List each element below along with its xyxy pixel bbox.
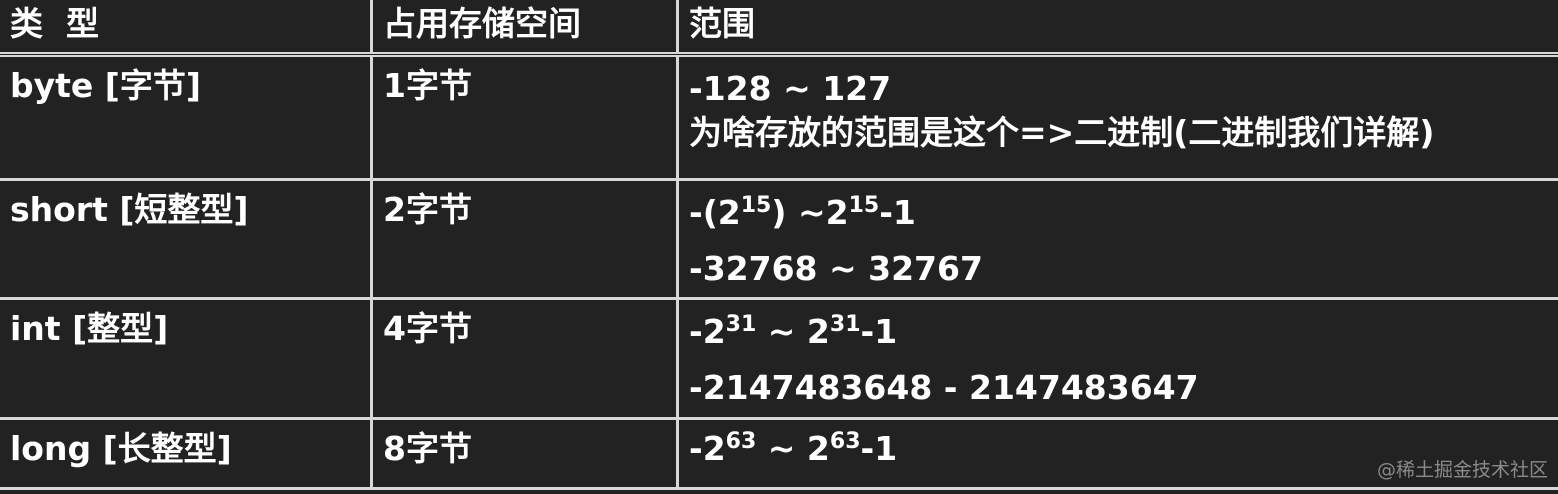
- range-line: -32768 ~ 32767: [689, 249, 983, 288]
- range-power: -231 ~ 231-1: [689, 312, 898, 351]
- header-type: 类 型: [0, 0, 373, 56]
- table-row: byte [字节] 1字节 -128 ~ 127 为啥存放的范围是这个=>二进制(…: [0, 53, 1558, 181]
- cell-range: -128 ~ 127 为啥存放的范围是这个=>二进制(二进制我们详解): [676, 53, 1558, 181]
- table-row: int [整型] 4字节 -231 ~ 231-1 -2147483648 - 2…: [0, 297, 1558, 420]
- range-note: 为啥存放的范围是这个=>二进制(二进制我们详解): [689, 113, 1435, 152]
- range-line: -2147483648 - 2147483647: [689, 368, 1199, 407]
- cell-type: long [长整型]: [0, 417, 373, 490]
- range-line: -128 ~ 127: [689, 69, 892, 108]
- cell-size: 2字节: [370, 178, 679, 300]
- cell-type: byte [字节]: [0, 53, 373, 181]
- table-row: short [短整型] 2字节 -(215) ~215-1 -32768 ~ 32…: [0, 178, 1558, 300]
- cell-size: 4字节: [370, 297, 679, 420]
- cell-range: -231 ~ 231-1 -2147483648 - 2147483647: [676, 297, 1558, 420]
- cell-size: 8字节: [370, 417, 679, 490]
- cell-range: -(215) ~215-1 -32768 ~ 32767: [676, 178, 1558, 300]
- cell-size: 1字节: [370, 53, 679, 181]
- watermark: @稀土掘金技术社区: [1376, 459, 1548, 481]
- cell-range: -263 ~ 263-1: [676, 417, 1558, 490]
- cell-type: int [整型]: [0, 297, 373, 420]
- header-size: 占用存储空间: [370, 0, 679, 56]
- range-power: -(215) ~215-1: [689, 193, 916, 232]
- header-row: 类 型 占用存储空间 范围: [0, 0, 1558, 56]
- range-power: -263 ~ 263-1: [689, 429, 898, 468]
- table-row: long [长整型] 8字节 -263 ~ 263-1: [0, 417, 1558, 490]
- cell-type: short [短整型]: [0, 178, 373, 300]
- header-range: 范围: [676, 0, 1558, 56]
